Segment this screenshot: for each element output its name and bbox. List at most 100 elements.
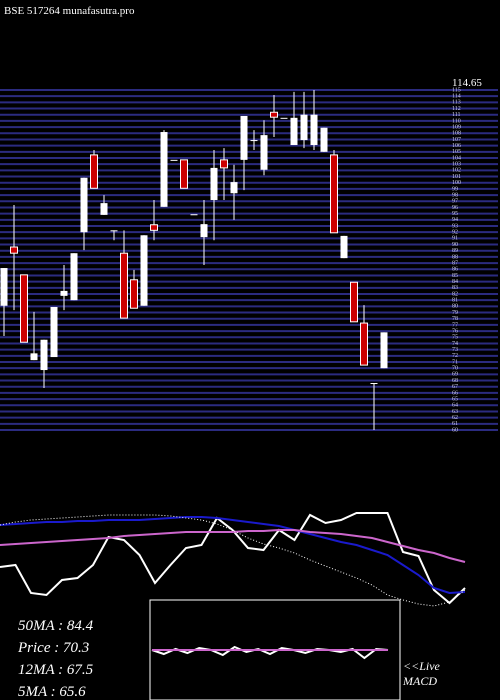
y-tick-label: 94 [452, 217, 458, 223]
candle-body [360, 322, 368, 366]
stat-label: Price : 70.3 [17, 640, 89, 656]
candle-body [350, 281, 358, 323]
stat-label: 50MA : 84.4 [18, 618, 94, 634]
macd-sublabel: MACD [402, 674, 437, 688]
y-tick-label: 62 [452, 415, 458, 421]
y-tick-label: 78 [452, 316, 458, 322]
candle-body [320, 127, 328, 152]
y-tick-label: 113 [452, 100, 461, 106]
y-tick-label: 91 [452, 236, 458, 242]
y-tick-label: 70 [452, 366, 458, 372]
candle-body [240, 115, 248, 160]
candle-body [230, 182, 238, 194]
candle-body [70, 253, 78, 301]
y-tick-label: 97 [452, 199, 458, 205]
candle-body [300, 114, 308, 141]
y-tick-label: 80 [452, 304, 458, 310]
y-tick-label: 93 [452, 223, 458, 229]
y-tick-label: 86 [452, 267, 458, 273]
y-tick-label: 112 [452, 106, 461, 112]
series-line [0, 516, 466, 595]
y-tick-label: 61 [452, 421, 458, 427]
candle-body [20, 274, 28, 343]
candle-body [60, 290, 68, 296]
y-tick-label: 99 [452, 186, 458, 192]
candle-body [190, 214, 198, 216]
stat-label: 12MA : 67.5 [18, 662, 94, 678]
series-line [0, 529, 466, 563]
candle-body [100, 203, 108, 215]
candle-body [180, 159, 188, 189]
y-tick-label: 66 [452, 390, 458, 396]
series-line [0, 514, 466, 607]
candle-body [250, 140, 258, 142]
candle-body [30, 353, 38, 361]
candle-body [270, 111, 278, 118]
y-tick-label: 88 [452, 254, 458, 260]
y-tick-label: 74 [452, 341, 458, 347]
y-tick-label: 96 [452, 205, 458, 211]
candle-body [130, 279, 138, 309]
y-tick-label: 76 [452, 328, 458, 334]
y-tick-label: 89 [452, 248, 458, 254]
y-tick-label: 72 [452, 353, 458, 359]
y-tick-label: 110 [452, 118, 461, 124]
y-tick-label: 71 [452, 359, 458, 365]
y-tick-label: 111 [452, 112, 461, 118]
candle-body [140, 235, 148, 306]
candle-body [90, 154, 98, 189]
y-tick-label: 108 [452, 131, 461, 137]
candle-body [290, 117, 298, 146]
y-tick-label: 73 [452, 347, 458, 353]
y-tick-label: 101 [452, 174, 461, 180]
candle-body [280, 117, 288, 119]
y-tick-label: 103 [452, 162, 461, 168]
y-tick-label: 68 [452, 378, 458, 384]
chart-title: BSE 517264 munafasutra.pro [4, 5, 135, 17]
candle-body [80, 177, 88, 233]
series-line [0, 512, 466, 605]
y-tick-label: 85 [452, 273, 458, 279]
y-tick-label: 77 [452, 322, 458, 328]
candle-body [260, 135, 268, 170]
y-tick-label: 98 [452, 192, 458, 198]
y-tick-label: 87 [452, 260, 458, 266]
candle-body [10, 246, 18, 254]
series-line [151, 645, 389, 660]
y-tick-label: 84 [452, 279, 458, 285]
y-tick-label: 75 [452, 335, 458, 341]
candle-body [340, 235, 348, 259]
y-tick-label: 115 [452, 87, 461, 93]
last-price-label: 114.65 [452, 77, 482, 89]
y-tick-label: 105 [452, 149, 461, 155]
y-tick-label: 90 [452, 242, 458, 248]
y-tick-label: 106 [452, 143, 461, 149]
candle-body [50, 306, 58, 358]
y-tick-label: 63 [452, 409, 458, 415]
stat-label: 5MA : 65.6 [18, 684, 86, 700]
candle-body [40, 339, 48, 371]
y-tick-label: 60 [452, 427, 458, 433]
macd-label: <<Live [403, 659, 441, 673]
y-tick-label: 64 [452, 403, 458, 409]
y-tick-label: 67 [452, 384, 458, 390]
y-tick-label: 65 [452, 396, 458, 402]
y-tick-label: 114 [452, 94, 461, 100]
y-tick-label: 109 [452, 124, 461, 130]
candle-body [370, 383, 378, 385]
candle-body [110, 230, 118, 232]
y-tick-label: 79 [452, 310, 458, 316]
y-tick-label: 102 [452, 168, 461, 174]
candle-body [160, 132, 168, 207]
candle-body [380, 332, 388, 369]
y-tick-label: 92 [452, 230, 458, 236]
y-tick-label: 81 [452, 298, 458, 304]
candle-body [150, 224, 158, 231]
y-tick-label: 69 [452, 372, 458, 378]
candle-body [210, 167, 218, 201]
candle-body [330, 154, 338, 234]
candle-body [200, 224, 208, 238]
candle-body [310, 114, 318, 146]
candle-body [170, 159, 178, 161]
